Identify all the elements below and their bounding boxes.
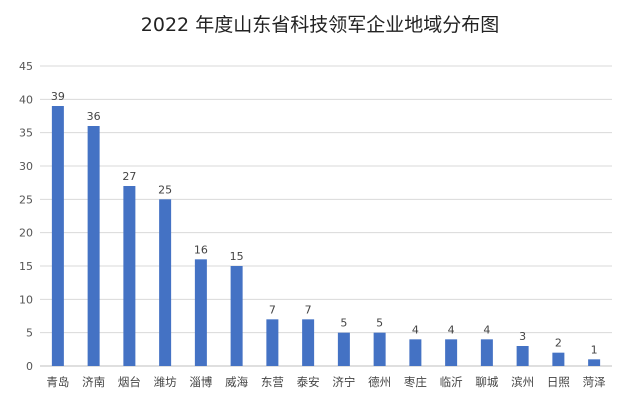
bar — [230, 266, 243, 366]
x-tick-label: 威海 — [225, 375, 248, 389]
data-label: 39 — [51, 90, 65, 103]
bar — [87, 126, 100, 366]
x-tick-label: 济南 — [82, 375, 105, 389]
y-tick-label: 45 — [19, 60, 33, 73]
bar — [480, 339, 493, 366]
data-label: 27 — [122, 170, 136, 183]
gridlines — [40, 65, 612, 367]
y-tick-label: 30 — [19, 160, 33, 173]
x-tick-label: 临沂 — [440, 375, 463, 389]
bar — [337, 332, 350, 366]
data-label: 5 — [376, 317, 383, 330]
x-axis: 青岛 济南 烟台 潍坊 淄博 威海 东营 泰安 济宁 德州 枣庄 临沂 聊城 滨州 日照 菏泽 — [46, 375, 605, 389]
data-label: 36 — [87, 110, 101, 123]
x-tick-label: 滨州 — [511, 375, 534, 389]
data-label: 25 — [158, 183, 172, 196]
x-tick-label: 淄博 — [189, 375, 212, 389]
data-label: 2 — [555, 337, 562, 350]
bar — [445, 339, 458, 366]
bars — [51, 106, 601, 366]
data-label: 15 — [230, 250, 244, 263]
x-tick-label: 聊城 — [475, 375, 498, 389]
x-tick-label: 潍坊 — [154, 375, 177, 389]
bar — [409, 339, 422, 366]
bar — [194, 259, 207, 366]
x-tick-label: 济宁 — [332, 375, 355, 389]
y-tick-label: 25 — [19, 193, 33, 206]
bar — [159, 199, 172, 366]
y-tick-label: 20 — [19, 227, 33, 240]
chart-title: 2022 年度山东省科技领军企业地域分布图 — [140, 14, 500, 36]
x-tick-label: 日照 — [547, 375, 570, 389]
data-label: 3 — [519, 330, 526, 343]
y-axis: 0 5 10 15 20 25 30 35 40 45 — [19, 60, 33, 373]
x-tick-label: 东营 — [261, 375, 284, 389]
x-tick-label: 烟台 — [118, 375, 141, 389]
x-tick-label: 枣庄 — [404, 375, 427, 389]
x-tick-label: 菏泽 — [583, 375, 606, 389]
bar — [123, 186, 136, 366]
data-label: 16 — [194, 243, 208, 256]
bar — [516, 346, 529, 366]
y-tick-label: 10 — [19, 293, 33, 306]
x-tick-label: 德州 — [368, 375, 391, 389]
bar — [266, 319, 279, 366]
data-label: 4 — [448, 323, 455, 336]
bar — [51, 106, 64, 366]
y-tick-label: 15 — [19, 260, 33, 273]
y-tick-label: 5 — [26, 327, 33, 340]
x-tick-label: 泰安 — [297, 375, 320, 389]
data-label: 7 — [305, 303, 312, 316]
data-label: 7 — [269, 303, 276, 316]
data-label: 1 — [591, 343, 598, 356]
bar — [373, 332, 386, 366]
y-tick-label: 35 — [19, 127, 33, 140]
x-tick-label: 青岛 — [46, 375, 69, 389]
y-tick-label: 0 — [26, 360, 33, 373]
y-tick-label: 40 — [19, 93, 33, 106]
data-labels: 39 36 27 25 16 15 7 7 5 5 4 4 4 3 2 1 — [51, 90, 598, 356]
data-label: 5 — [340, 317, 347, 330]
data-label: 4 — [483, 323, 490, 336]
bar — [302, 319, 315, 366]
bar — [552, 352, 565, 366]
data-label: 4 — [412, 323, 419, 336]
bar — [588, 359, 601, 366]
